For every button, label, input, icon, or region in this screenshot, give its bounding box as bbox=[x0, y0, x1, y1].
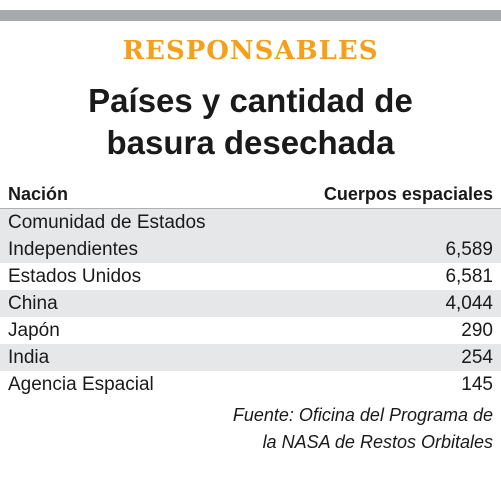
row-nation: China bbox=[0, 290, 269, 317]
table-row: Japón 290 bbox=[0, 317, 501, 344]
source-line-1: Fuente: Oficina del Programa de bbox=[232, 405, 493, 425]
row-nation-line-1: Comunidad de Estados bbox=[8, 212, 206, 233]
source-note: Fuente: Oficina del Programa de la NASA … bbox=[13, 402, 493, 456]
row-value: 254 bbox=[268, 344, 501, 371]
row-value: 6,589 bbox=[268, 208, 501, 263]
row-nation: India bbox=[0, 344, 269, 371]
row-nation: Japón bbox=[8, 319, 60, 341]
headline-line-1: Países y cantidad de bbox=[88, 82, 413, 119]
column-header-nation: Nación bbox=[0, 180, 269, 209]
table-row: Agencia Espacial 145 bbox=[0, 371, 501, 398]
source-line-2: la NASA de Restos Orbitales bbox=[262, 432, 493, 452]
table-row: Estados Unidos 6,581 bbox=[0, 263, 501, 290]
headline: Países y cantidad de basura desechada bbox=[0, 80, 501, 164]
row-nation: Comunidad de Estados Independientes bbox=[0, 208, 269, 263]
row-nation-line-2: Independientes bbox=[8, 239, 138, 260]
kicker: RESPONSABLES bbox=[122, 36, 379, 66]
table-header-row: Nación Cuerpos espaciales bbox=[0, 180, 501, 209]
top-bar bbox=[0, 10, 501, 21]
column-header-count: Cuerpos espaciales bbox=[268, 180, 501, 209]
table-row: Comunidad de Estados Independientes 6,58… bbox=[0, 208, 501, 263]
data-table: Nación Cuerpos espaciales Comunidad de E… bbox=[0, 180, 501, 398]
row-nation: Estados Unidos bbox=[8, 265, 142, 287]
table-row: India 254 bbox=[0, 344, 501, 371]
row-value: 290 bbox=[461, 319, 493, 341]
table-row: China 4,044 bbox=[0, 290, 501, 317]
row-value: 6,581 bbox=[445, 265, 493, 287]
row-value: 145 bbox=[461, 373, 493, 395]
headline-line-2: basura desechada bbox=[106, 124, 395, 161]
row-value: 4,044 bbox=[268, 290, 501, 317]
row-nation: Agencia Espacial bbox=[8, 373, 154, 395]
